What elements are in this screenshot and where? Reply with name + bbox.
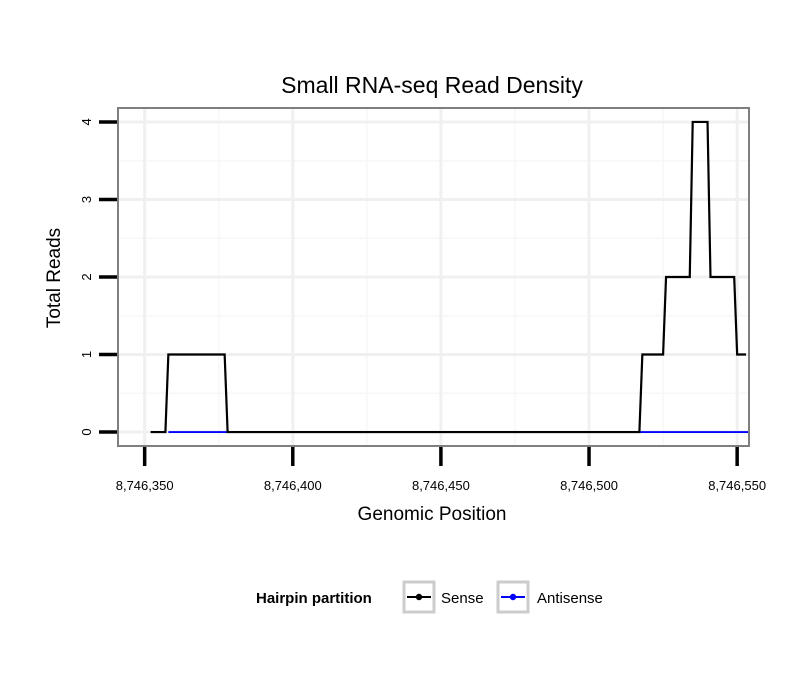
legend: Hairpin partition Sense Antisense	[256, 580, 603, 614]
y-axis: 0 1 2 3 4	[79, 118, 117, 436]
series-line-sense	[150, 120, 747, 434]
x-axis-title: Genomic Position	[358, 504, 507, 525]
x-tick-label: 8,746,550	[708, 478, 766, 493]
legend-title: Hairpin partition	[256, 590, 372, 607]
x-tick-label: 8,746,350	[116, 478, 174, 493]
y-axis-title: Total Reads	[44, 228, 65, 328]
series-layer	[150, 120, 749, 434]
plot-panel-border	[117, 107, 750, 447]
y-tick-label: 0	[79, 428, 94, 435]
y-tick-label: 4	[79, 118, 94, 125]
legend-label-sense: Sense	[441, 590, 484, 607]
y-tick-label: 3	[79, 196, 94, 203]
y-tick-label: 2	[79, 273, 94, 280]
x-tick-label: 8,746,500	[560, 478, 618, 493]
grid	[118, 108, 749, 446]
chart-title: Small RNA-seq Read Density	[281, 72, 583, 98]
legend-label-antisense: Antisense	[537, 590, 603, 607]
x-tick-label: 8,746,450	[412, 478, 470, 493]
legend-key-sense-dot	[415, 593, 423, 601]
legend-key-antisense-dot	[509, 593, 517, 601]
x-tick-label: 8,746,400	[264, 478, 322, 493]
y-tick-label: 1	[79, 351, 94, 358]
x-axis: 8,746,350 8,746,400 8,746,450 8,746,500 8,74…	[116, 447, 766, 493]
